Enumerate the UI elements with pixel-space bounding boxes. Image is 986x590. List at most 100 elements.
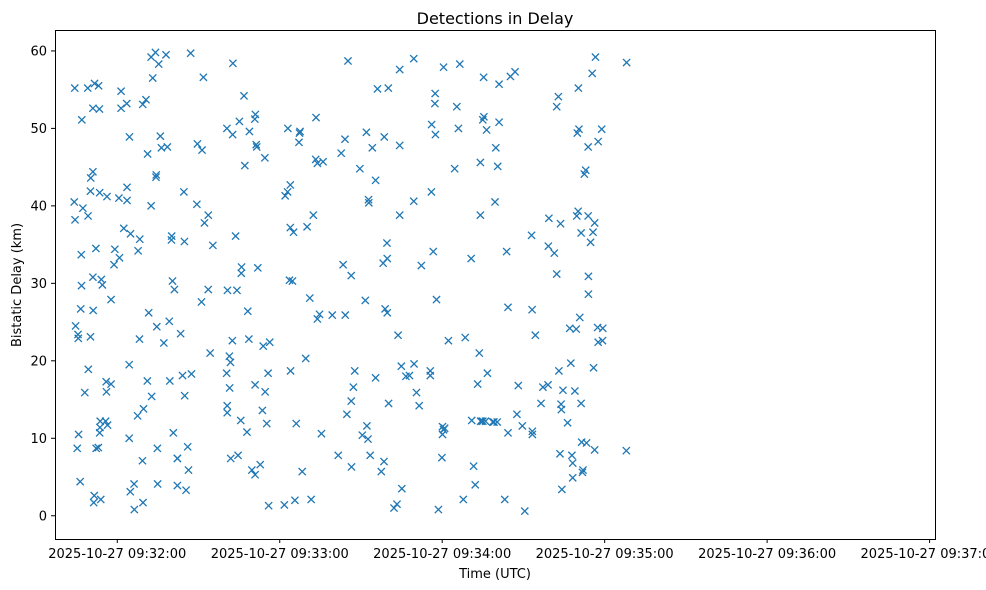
data-point-x-marker [233, 451, 243, 460]
data-point-x-marker [264, 501, 273, 510]
data-point-x-marker [527, 231, 536, 240]
plot-frame [55, 30, 936, 540]
data-point-x-marker [110, 245, 119, 254]
data-point-x-marker [594, 137, 603, 146]
data-point-x-marker [95, 104, 104, 114]
data-point-x-marker [371, 373, 380, 382]
data-point-x-marker [319, 157, 328, 166]
data-point-x-marker [489, 417, 498, 427]
data-point-x-marker [200, 218, 209, 227]
data-point-x-marker [303, 222, 312, 231]
data-point-x-marker [173, 454, 182, 463]
data-point-x-marker [409, 197, 418, 206]
data-point-x-marker [578, 468, 587, 477]
data-point-x-marker [225, 352, 234, 361]
data-point-x-marker [429, 247, 438, 256]
data-point-x-marker [247, 465, 256, 475]
data-point-x-marker [350, 366, 359, 375]
data-point-x-marker [204, 285, 213, 294]
data-point-x-marker [298, 467, 307, 476]
data-point-x-marker [143, 376, 152, 386]
data-point-x-marker [122, 196, 132, 205]
data-point-x-marker [125, 360, 134, 369]
data-point-x-marker [482, 125, 491, 135]
y-tick-label: 30 [30, 277, 47, 292]
data-point-x-marker [469, 462, 478, 471]
data-point-x-marker [154, 60, 163, 69]
data-point-x-marker [102, 377, 111, 386]
data-point-x-marker [290, 496, 299, 505]
data-point-x-marker [379, 457, 389, 466]
data-point-x-marker [126, 229, 135, 238]
data-point-x-marker [86, 332, 95, 341]
data-point-x-marker [544, 380, 553, 389]
data-point-x-marker [235, 117, 244, 126]
data-point-x-marker [568, 473, 577, 482]
data-point-x-marker [503, 428, 513, 437]
data-point-x-marker [261, 387, 270, 396]
data-point-x-marker [340, 135, 350, 144]
data-point-x-marker [438, 430, 447, 439]
data-point-x-marker [148, 73, 157, 83]
data-point-x-marker [180, 391, 189, 400]
data-point-x-marker [103, 421, 112, 430]
data-point-x-marker [225, 383, 234, 392]
data-point-x-marker [520, 507, 529, 516]
data-point-x-marker [90, 79, 99, 88]
data-point-x-marker [115, 253, 124, 262]
x-tick-label: 2025-10-27 09:34:00 [373, 547, 511, 562]
data-point-x-marker [381, 304, 390, 313]
data-point-x-marker [138, 456, 147, 465]
data-point-x-marker [591, 53, 600, 62]
data-point-x-marker [283, 187, 292, 196]
data-point-x-marker [364, 195, 373, 204]
data-point-x-marker [395, 211, 404, 220]
y-axis-ticks: 0 10 20 30 40 50 60 [30, 44, 55, 524]
data-point-x-marker [199, 73, 208, 82]
data-point-x-marker [574, 125, 583, 134]
data-point-x-marker [167, 232, 176, 241]
data-point-x-marker [343, 56, 353, 66]
data-point-x-marker [339, 260, 348, 269]
data-point-x-marker [208, 241, 217, 250]
data-point-x-marker [500, 495, 509, 504]
data-point-x-marker [502, 247, 511, 256]
data-point-x-marker [554, 366, 563, 375]
data-point-x-marker [368, 143, 377, 152]
data-point-x-marker [503, 303, 513, 312]
data-point-x-marker [223, 401, 232, 410]
data-point-x-marker [223, 408, 232, 417]
data-point-x-marker [476, 158, 485, 167]
data-point-x-marker [237, 269, 246, 278]
data-point-x-marker [204, 211, 213, 220]
data-point-x-marker [102, 387, 111, 396]
data-point-x-marker [397, 484, 406, 493]
data-point-x-marker [528, 305, 537, 314]
data-point-x-marker [383, 254, 392, 263]
data-point-x-marker [439, 63, 448, 72]
data-point-x-marker [239, 91, 249, 100]
data-point-x-marker [622, 58, 631, 67]
data-point-x-marker [90, 491, 99, 500]
data-point-x-marker [598, 336, 607, 345]
data-point-x-marker [301, 354, 310, 363]
data-point-x-marker [483, 369, 492, 378]
data-point-x-marker [574, 84, 583, 93]
data-point-x-marker [152, 170, 161, 179]
data-point-x-marker [83, 211, 93, 220]
x-tick-label: 2025-10-27 09:35:00 [536, 547, 674, 562]
data-point-x-marker [476, 211, 485, 220]
data-point-x-marker [178, 371, 187, 380]
data-point-x-marker [173, 481, 182, 490]
data-point-x-marker [168, 276, 177, 286]
x-axis-ticks: 2025-10-27 09:32:00 2025-10-27 09:33:00 20… [48, 539, 986, 562]
data-point-x-marker [70, 215, 80, 224]
data-point-x-marker [117, 87, 126, 96]
data-point-x-marker [588, 69, 597, 78]
y-tick-label: 10 [30, 432, 47, 447]
data-point-x-marker [577, 228, 586, 238]
data-point-x-marker [347, 462, 356, 472]
y-tick-label: 20 [30, 354, 47, 369]
y-tick-label: 60 [30, 44, 47, 59]
